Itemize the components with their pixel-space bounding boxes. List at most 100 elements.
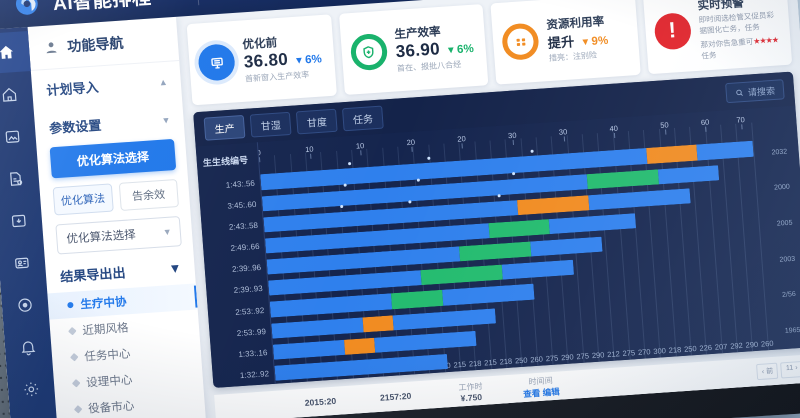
sidebar-title: 功能导航 (66, 34, 125, 55)
star-rating-icon: ★★★★ (752, 35, 779, 46)
bullet-icon (70, 352, 79, 362)
status-cell: 2015:20 (285, 394, 356, 409)
gantt-rows (260, 137, 783, 384)
kpi-description-line1: 即时阅选检管又促员彩据图化亡务，任务 (698, 10, 775, 36)
bullet-icon (73, 405, 83, 414)
gantt-link-marker (339, 204, 343, 208)
right-tick-label: 2000 (773, 183, 791, 192)
gantt-bar-segment-green[interactable] (420, 264, 503, 286)
aperture-logo-icon (13, 0, 41, 18)
gantt-bar-segment-green[interactable] (459, 241, 532, 262)
y-axis-title: 生生线编号 (202, 154, 249, 168)
tab-task[interactable]: 任务 (341, 105, 384, 131)
kpi-description-line2: 那对你告急重可★★★★任务 (700, 35, 779, 61)
chevron-down-icon: ▼ (161, 114, 171, 126)
kpi-value: 36.90 (395, 39, 441, 62)
exclamation-icon: ! (652, 12, 692, 51)
sidebar-header: 功能导航 (27, 16, 180, 72)
gantt-bar-segment-blue[interactable] (696, 141, 754, 161)
gantt-bar-segment-blue[interactable] (549, 213, 637, 235)
gantt-bar-segment-orange[interactable] (645, 144, 698, 164)
shield-check-icon (349, 33, 388, 72)
chevron-down-icon[interactable]: ▾ (168, 0, 174, 1)
grid-dots-icon (501, 22, 540, 62)
gantt-link-marker (407, 200, 411, 204)
rail-item-image[interactable] (0, 115, 37, 158)
sidebar-item-label: 役备市心 (87, 400, 135, 416)
kpi-card-realtime-alert[interactable]: ! 实时预警 即时阅选检管又促员彩据图化亡务，任务 那对你告急重可★★★★任务 (642, 0, 793, 74)
status-value: 2157:20 (379, 390, 412, 403)
section-label: 计划导入 (45, 79, 100, 99)
gantt-bar-segment-blue[interactable] (272, 339, 345, 360)
gantt-link-marker (416, 178, 420, 182)
kpi-delta: ▾ 9% (582, 34, 609, 49)
gantt-bar-segment-blue[interactable] (501, 260, 574, 281)
kpi-delta: ▾ 6% (295, 53, 323, 68)
rail-item-target[interactable] (0, 284, 49, 327)
search-input[interactable]: 请搜索 (725, 79, 785, 104)
user-icon (43, 39, 60, 56)
rail-item-settings[interactable] (7, 368, 56, 411)
bullet-icon (71, 379, 81, 388)
gantt-bar-segment-blue[interactable] (530, 236, 603, 257)
page-prev-button[interactable]: ‹ 前 (756, 362, 779, 381)
rail-item-home[interactable] (0, 30, 31, 75)
select-value: 优化算法选择 (66, 229, 137, 246)
main-content: 优化前 36.80 ▾ 6% 首新窗入生产效率 (175, 0, 800, 418)
kpi-card-before-optimization[interactable]: 优化前 36.80 ▾ 6% 首新窗入生产效率 (186, 14, 337, 105)
sidebar-item-label: 设理中心 (85, 374, 133, 390)
sidebar-nav: 功能导航 计划导入 ▲ 参数设置 ▼ 优化算法选择 优化算法 告余效 (27, 16, 207, 418)
app-title: AI智能排程 (52, 0, 153, 15)
gantt-link-marker (343, 183, 347, 187)
rail-item-report[interactable] (0, 157, 40, 200)
chip-alert-efficiency[interactable]: 告余效 (118, 178, 179, 212)
rail-item-alerts[interactable] (4, 326, 53, 369)
document-stack-icon (197, 43, 237, 82)
kpi-card-production-efficiency[interactable]: 生产效率 36.90 ▾ 6% 首在、报批八合经 (338, 4, 489, 95)
tab-production[interactable]: 生产 (203, 114, 246, 141)
y-tick-label: 1:32:.92 (239, 369, 270, 381)
gantt-bar-segment-green[interactable] (391, 290, 444, 309)
rail-item-home-outline[interactable] (0, 73, 34, 116)
tab-gantt-humidity[interactable]: 甘湿 (249, 111, 292, 138)
chip-optimization-algorithm[interactable]: 优化算法 (52, 183, 114, 216)
status-cell-actions[interactable]: 时间间 查看 编辑 (505, 373, 577, 401)
gantt-bar-segment-orange[interactable] (343, 337, 376, 355)
gantt-link-marker (530, 149, 534, 153)
rail-item-contact[interactable] (0, 241, 46, 284)
gantt-link-marker (497, 193, 501, 198)
gantt-bar-segment-orange[interactable] (362, 314, 395, 333)
tab-gantt-degree[interactable]: 甘度 (295, 108, 338, 134)
status-value: 2015:20 (304, 395, 337, 408)
right-tick-label: 2003 (779, 255, 796, 264)
gantt-bar-segment-orange[interactable] (517, 195, 590, 216)
gantt-toolbar: 生产 甘湿 甘度 任务 请搜索 (193, 70, 796, 146)
kpi-delta: ▾ 6% (447, 43, 475, 57)
chevron-down-icon: ▼ (162, 226, 173, 238)
gantt-bar-segment-green[interactable] (586, 168, 659, 190)
rail-item-download[interactable] (0, 199, 43, 242)
sidebar-item-label: 近期风格 (81, 322, 129, 338)
gantt-bar-segment-blue[interactable] (657, 164, 720, 185)
page-next-button[interactable]: 11 › (780, 360, 800, 379)
chevron-down-icon: ▼ (168, 260, 183, 277)
status-cell: 工作时 ¥.750 (435, 379, 507, 405)
kpi-value: 提升 (547, 33, 575, 51)
search-icon (736, 89, 743, 96)
sidebar-item-label: 任务中心 (83, 348, 131, 364)
gantt-link-marker (427, 156, 431, 160)
right-tick-label: 1965 (784, 326, 800, 335)
search-placeholder: 请搜索 (747, 85, 776, 98)
sidebar-item-label: 生疗中协 (80, 296, 128, 312)
algorithm-select[interactable]: 优化算法选择 ▼ (55, 216, 182, 255)
icon-rail (0, 26, 58, 418)
bullet-icon (68, 326, 77, 336)
right-tick-label: 2/56 (781, 290, 797, 299)
kpi-card-resource-utilization[interactable]: 资源利用率 提升 ▾ 9% 措亮：注别险 (490, 0, 641, 85)
pagination: ‹ 前 11 › (756, 360, 800, 381)
gantt-bar-segment-green[interactable] (488, 218, 551, 239)
section-label: 结果导出出 (59, 265, 126, 285)
